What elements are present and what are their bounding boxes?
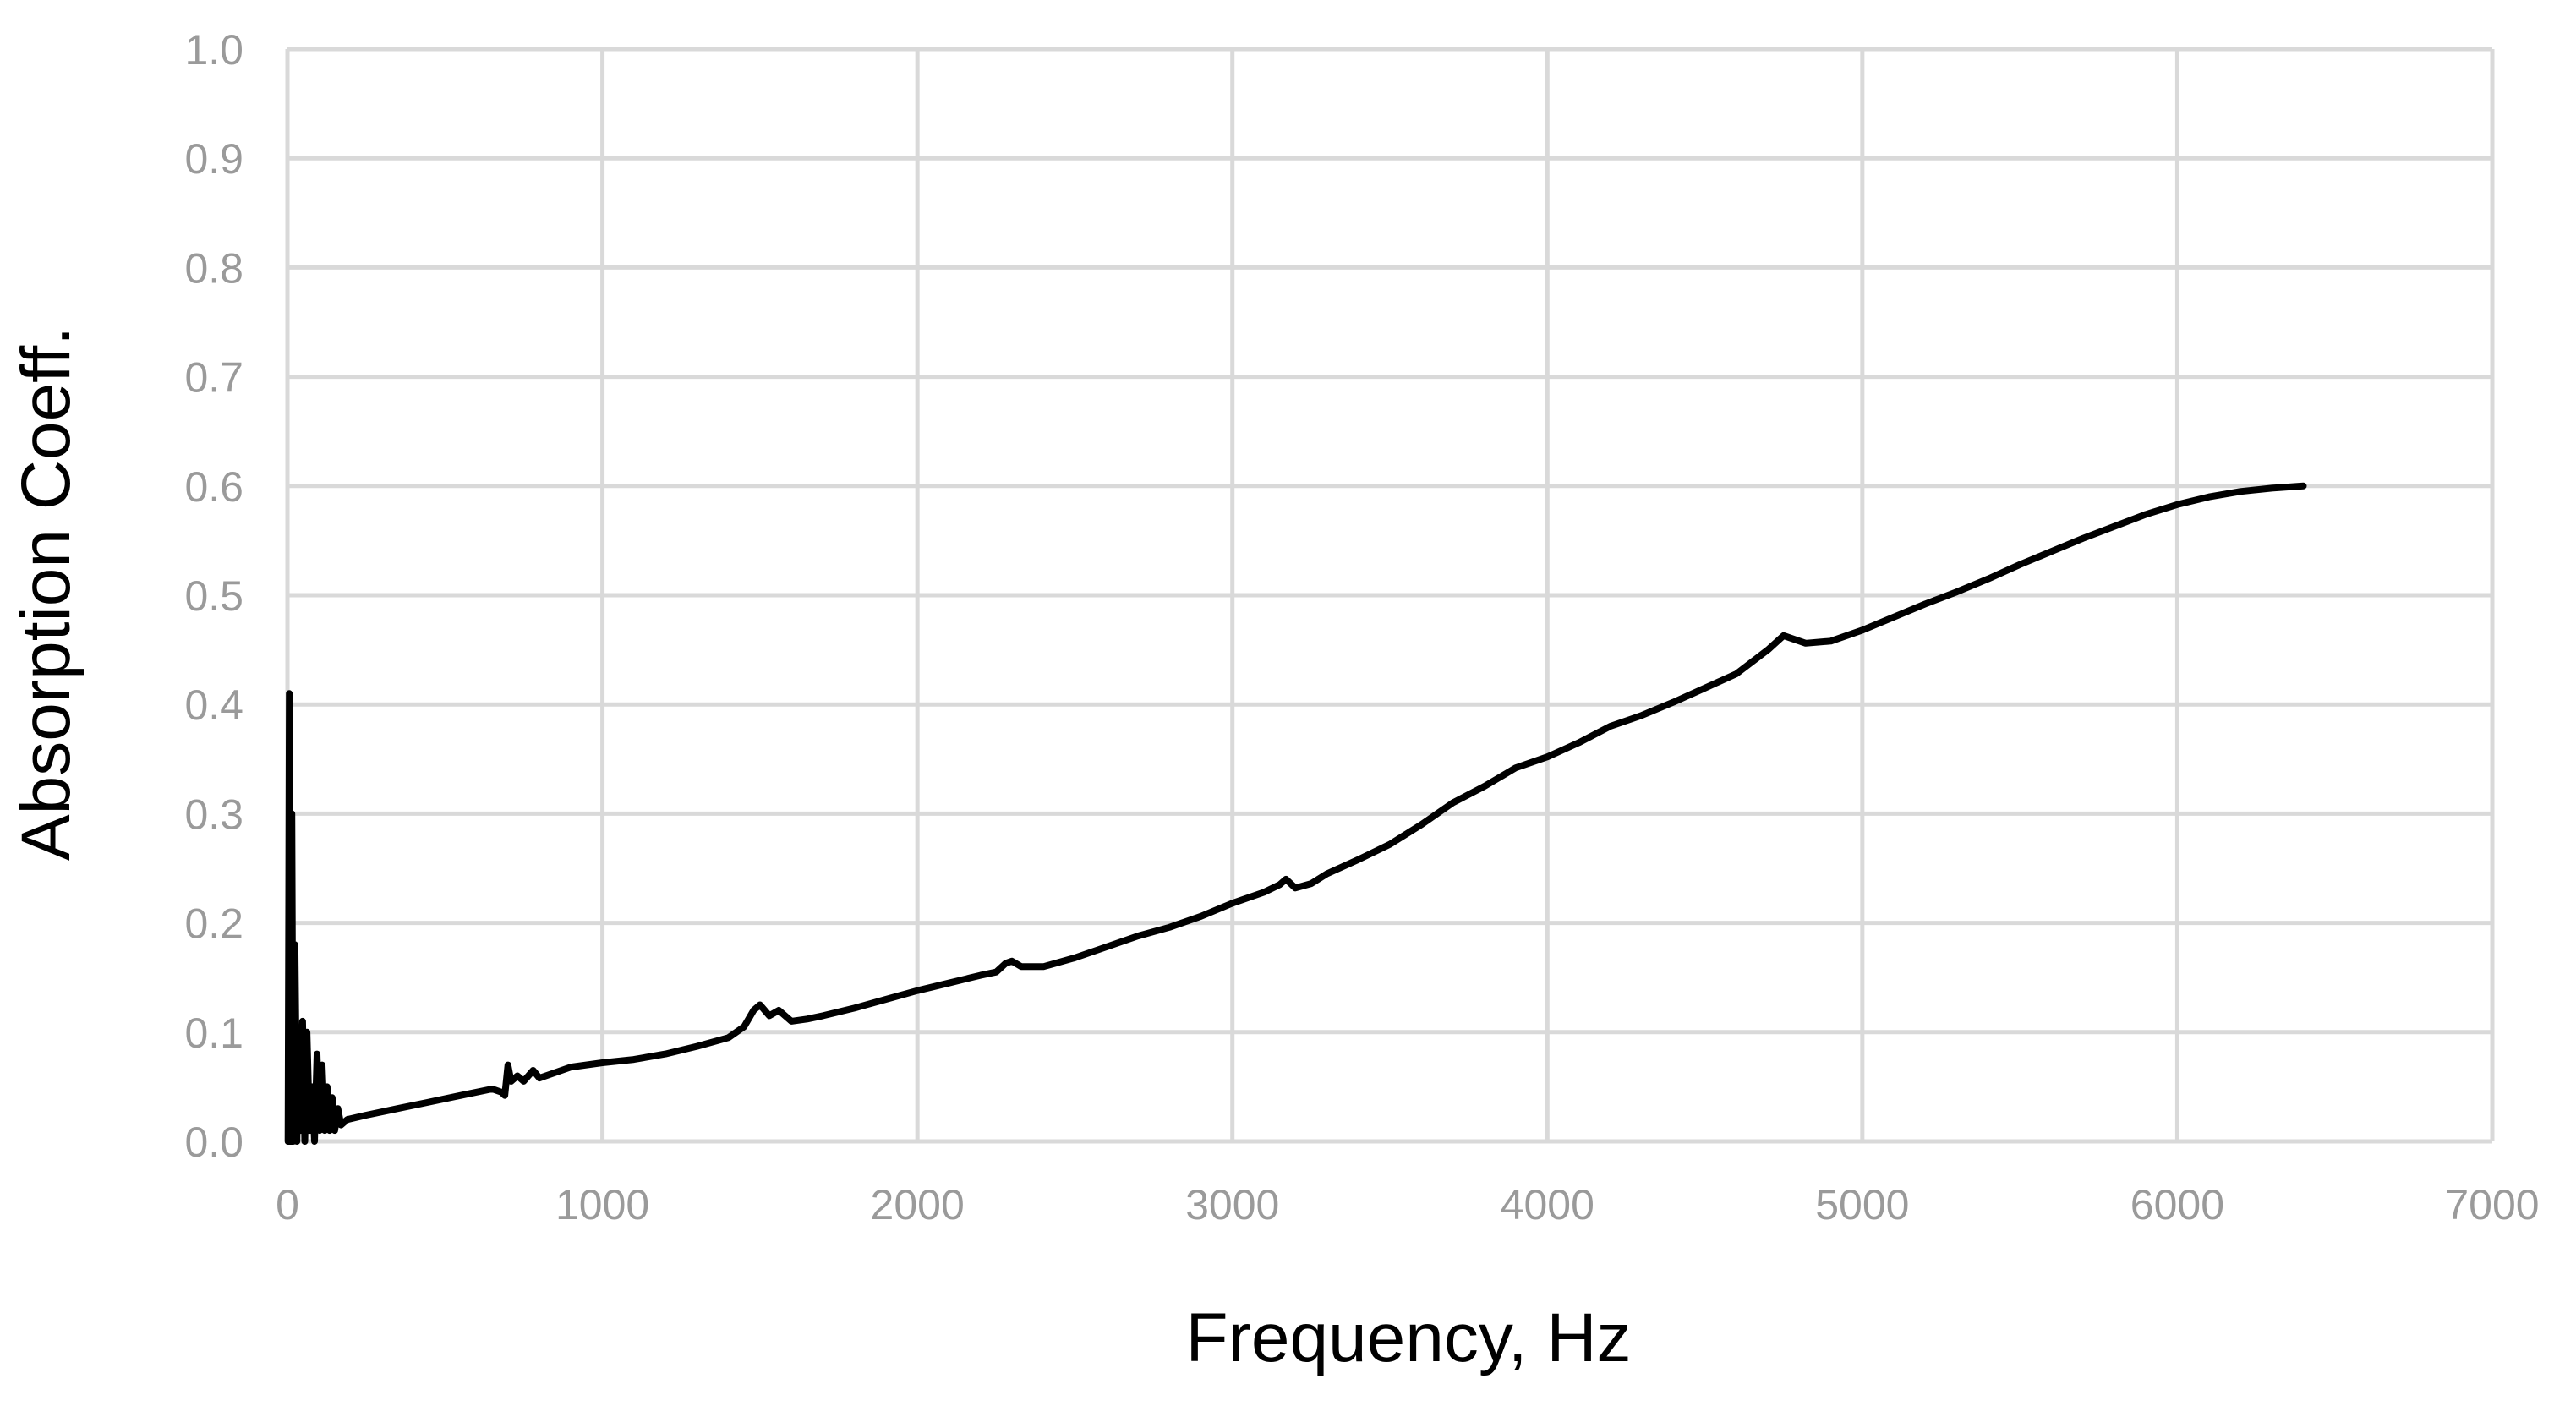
grid xyxy=(285,47,2495,1144)
series-layer xyxy=(284,482,2307,1145)
y-axis-title: Absorption Coeff. xyxy=(8,326,85,861)
x-tick-label: 2000 xyxy=(871,1181,965,1228)
y-tick-label: 0.4 xyxy=(184,681,243,729)
y-tick-label: 0.6 xyxy=(184,463,243,511)
x-tick-label: 1000 xyxy=(555,1181,649,1228)
x-tick-label: 0 xyxy=(276,1181,299,1228)
y-tick-label: 0.2 xyxy=(184,900,243,948)
x-tick-labels: 0 1000 2000 3000 4000 5000 6000 7000 xyxy=(276,1181,2540,1228)
y-tick-label: 0.1 xyxy=(184,1009,243,1057)
x-tick-label: 4000 xyxy=(1501,1181,1594,1228)
y-tick-labels: 0.0 0.1 0.2 0.3 0.4 0.5 0.6 0.7 0.8 0.9 1.0 xyxy=(184,26,243,1166)
x-tick-label: 6000 xyxy=(2130,1181,2224,1228)
y-tick-label: 0.5 xyxy=(184,572,243,620)
x-tick-label: 7000 xyxy=(2445,1181,2539,1228)
y-tick-label: 0.9 xyxy=(184,135,243,183)
x-tick-label: 3000 xyxy=(1185,1181,1279,1228)
series-line xyxy=(284,482,2307,1145)
x-axis-title: Frequency, Hz xyxy=(1185,1299,1631,1376)
y-tick-label: 0.3 xyxy=(184,791,243,838)
y-tick-label: 1.0 xyxy=(184,26,243,74)
y-tick-label: 0.0 xyxy=(184,1119,243,1166)
y-tick-label: 0.8 xyxy=(184,244,243,292)
x-tick-label: 5000 xyxy=(1815,1181,1909,1228)
y-tick-label: 0.7 xyxy=(184,354,243,402)
